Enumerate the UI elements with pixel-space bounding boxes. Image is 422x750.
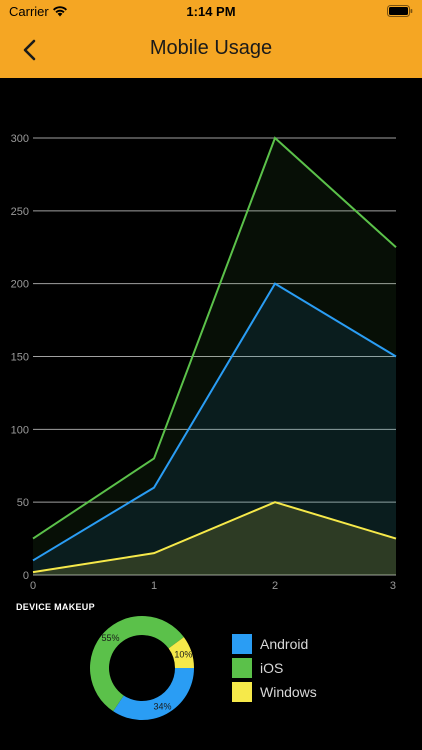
nav-bar: Mobile Usage [0, 24, 422, 78]
series-line-windows [32, 501, 397, 574]
y-tick-label: 150 [11, 352, 29, 364]
device-makeup-title: DEVICE MAKEUP [16, 602, 95, 612]
legend-item-windows: Windows [232, 680, 412, 704]
donut-slice-ios [90, 616, 184, 712]
y-tick-label: 250 [11, 206, 29, 218]
donut-label-windows: 10% [174, 649, 192, 659]
y-tick-label: 200 [11, 279, 29, 291]
series-line-ios [32, 136, 397, 540]
area-ios [33, 138, 396, 575]
y-tick-label: 50 [17, 497, 29, 509]
legend-label-android: Android [260, 636, 309, 652]
chevron-left-icon [23, 39, 36, 61]
legend-label-windows: Windows [260, 684, 317, 700]
status-time: 1:14 PM [186, 4, 236, 19]
x-tick-label: 1 [151, 580, 157, 592]
device-makeup-donut: 34% 55% 10% [86, 612, 198, 724]
carrier-label: Carrier [9, 4, 49, 19]
donut-label-android: 34% [154, 701, 172, 711]
donut-slice-android [113, 668, 194, 720]
status-bar: Carrier 1:14 PM [0, 0, 422, 24]
area-chart-svg: 0 50 100 150 200 250 300 0 1 2 3 [11, 133, 397, 592]
legend-item-android: Android [232, 632, 412, 656]
area-windows [33, 502, 396, 575]
legend-swatch-android [232, 634, 252, 654]
donut-label-ios: 55% [102, 633, 120, 643]
device-legend: Android iOS Windows [232, 632, 412, 704]
legend-swatch-windows [232, 682, 252, 702]
y-tick-label: 100 [11, 424, 29, 436]
donut-slice-windows [168, 637, 194, 668]
wifi-icon [53, 6, 67, 17]
series-line-android [32, 282, 397, 562]
usage-chart: 0 50 100 150 200 250 300 0 1 2 3 [0, 78, 422, 598]
donut-chart-svg: 34% 55% 10% [90, 616, 194, 720]
legend-label-ios: iOS [260, 660, 284, 676]
header: Carrier 1:14 PM Mobile Usage [0, 0, 422, 78]
x-tick-label: 2 [272, 580, 278, 592]
legend-swatch-ios [232, 658, 252, 678]
page-title: Mobile Usage [149, 37, 273, 59]
x-tick-label: 3 [390, 580, 396, 592]
x-tick-label: 0 [30, 580, 36, 592]
area-android [33, 283, 396, 575]
back-button[interactable] [14, 34, 46, 66]
battery-icon [387, 5, 413, 17]
legend-item-ios: iOS [232, 656, 412, 680]
y-tick-label: 0 [23, 570, 29, 582]
y-tick-label: 300 [11, 133, 29, 145]
